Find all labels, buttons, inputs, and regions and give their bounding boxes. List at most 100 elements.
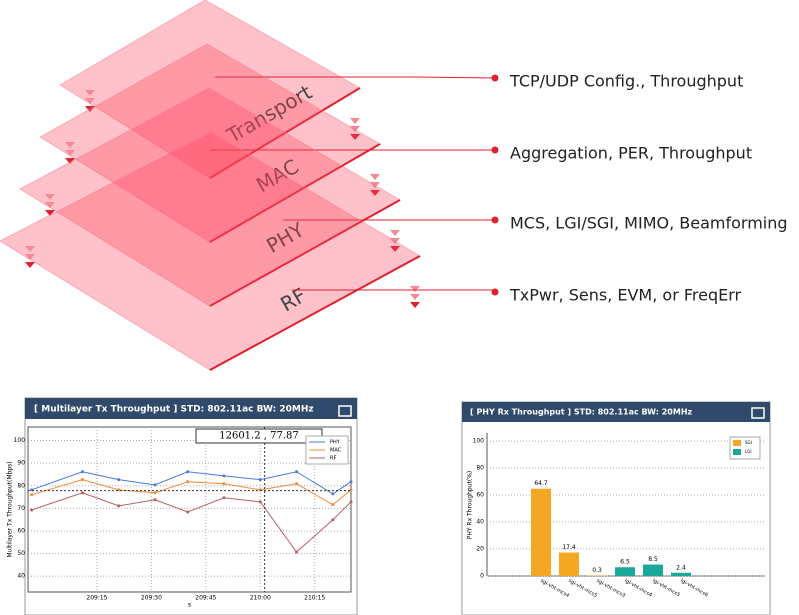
y-tick-label: 50 (17, 550, 25, 557)
layer-description: TxPwr, Sens, EVM, or FreqErr (509, 286, 742, 305)
point (186, 480, 190, 484)
y-tick-label: 100 (14, 437, 26, 444)
arrow-icon (25, 246, 35, 252)
legend-label: MAC (330, 448, 342, 454)
y-tick-label: 60 (476, 492, 484, 499)
point (153, 483, 157, 487)
right-header (462, 402, 770, 422)
bar (671, 572, 691, 576)
left-header (25, 398, 357, 419)
point (331, 518, 335, 522)
point (295, 470, 299, 474)
arrow-icon (45, 202, 55, 208)
bar-value-label: 6.5 (620, 559, 630, 566)
y-tick-label: 70 (17, 505, 25, 512)
layer-description: TCP/UDP Config., Throughput (509, 72, 743, 91)
point (258, 500, 262, 504)
bar-value-label: 8.5 (648, 556, 658, 563)
layer-description: Aggregation, PER, Throughput (510, 144, 752, 163)
y-tick-label: 90 (17, 460, 25, 467)
point (295, 550, 299, 554)
point (349, 480, 353, 484)
y-tick-label: 80 (476, 465, 484, 472)
x-tick-label: 210:15 (304, 595, 325, 602)
arrow-icon (65, 158, 75, 164)
point (30, 508, 34, 512)
legend-label: SGI (745, 440, 752, 445)
bar (531, 488, 551, 576)
point (349, 488, 353, 492)
bar (643, 564, 663, 576)
series-line (31, 471, 352, 495)
point (349, 500, 353, 504)
bar-value-label: 0.3 (592, 567, 602, 574)
x-tick-label: 209:15 (86, 595, 107, 602)
point (222, 496, 226, 500)
arrow-icon (410, 294, 420, 300)
point (331, 492, 335, 496)
layer-edge (209, 255, 421, 371)
point (80, 478, 84, 482)
point (153, 491, 157, 495)
point (186, 470, 190, 474)
point (80, 470, 84, 474)
point (222, 474, 226, 478)
arrow-icon (410, 302, 420, 308)
point (258, 478, 262, 482)
right-title: [ PHY Rx Throughput ] STD: 802.11ac BW: … (470, 408, 693, 417)
left-title: [ Multilayer Tx Throughput ] STD: 802.11… (34, 405, 314, 415)
bar-value-label: 2.4 (676, 564, 686, 571)
y-axis-label: Multilayer Tx Throughput(Mbps) (7, 461, 14, 557)
series-line (31, 479, 352, 506)
point (186, 510, 190, 514)
y-tick-label: 40 (476, 519, 484, 526)
point (153, 498, 157, 502)
point (80, 491, 84, 495)
arrow-icon (350, 134, 360, 140)
arrow-icon (45, 194, 55, 200)
bar (559, 552, 579, 576)
arrow-icon (45, 210, 55, 216)
y-tick-label: 0 (480, 573, 484, 580)
x-tick-label: 209:45 (195, 595, 216, 602)
layer-description: MCS, LGI/SGI, MIMO, Beamforming (510, 214, 788, 233)
leader-dot (491, 216, 499, 224)
point (117, 504, 121, 508)
bar-value-label: 17.4 (562, 544, 576, 551)
arrow-icon (370, 190, 380, 196)
leader-dot (491, 74, 499, 82)
arrow-icon (370, 174, 380, 180)
cursor-label: 12601.2 , 77.87 (219, 431, 299, 442)
x-tick-label: 209:30 (141, 595, 162, 602)
y-tick-label: 80 (17, 482, 25, 489)
lock-icon[interactable] (751, 407, 765, 419)
leader-dot (491, 288, 499, 296)
arrow-icon (390, 230, 400, 236)
y-axis-label: PHY Rx Throughput(%) (467, 471, 474, 540)
point (331, 503, 335, 507)
lock-icon[interactable] (338, 405, 352, 417)
arrow-icon (410, 286, 420, 292)
x-axis-label: s (188, 602, 191, 609)
arrow-icon (25, 254, 35, 260)
arrow-icon (85, 98, 95, 104)
arrow-icon (25, 262, 35, 268)
y-tick-label: 100 (473, 438, 485, 445)
arrow-icon (65, 142, 75, 148)
arrow-icon (85, 90, 95, 96)
bar-value-label: 64.7 (534, 480, 548, 487)
point (222, 482, 226, 486)
x-tick-label: 210:00 (250, 595, 271, 602)
layer-edge (209, 143, 381, 243)
y-tick-label: 40 (17, 573, 25, 580)
legend-swatch (733, 440, 741, 446)
leader-dot (491, 146, 499, 154)
y-tick-label: 60 (17, 527, 25, 534)
series-line (31, 492, 352, 553)
point (295, 482, 299, 486)
y-tick-label: 20 (476, 546, 484, 553)
point (117, 478, 121, 482)
legend-label: RF (330, 456, 336, 462)
point (30, 493, 34, 497)
